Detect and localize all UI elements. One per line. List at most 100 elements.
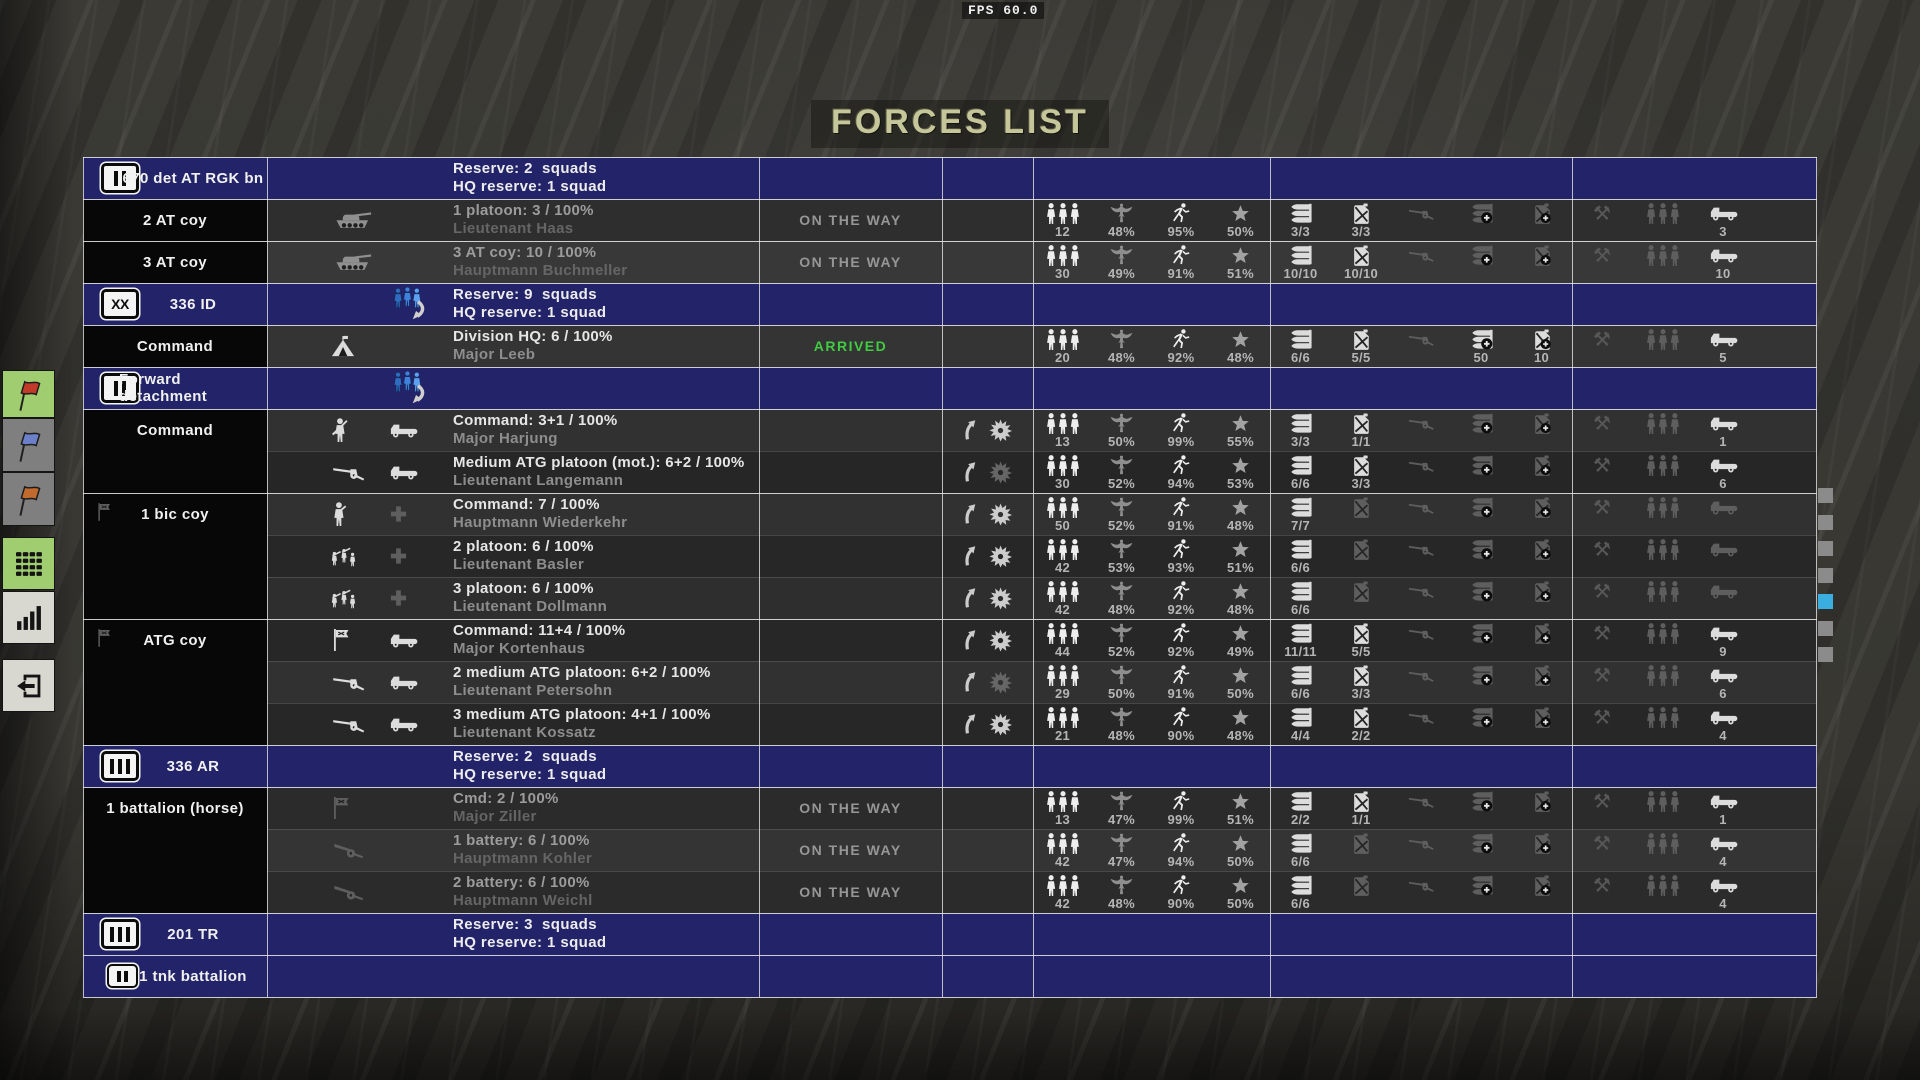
stat-crew [1632,577,1693,619]
stat-tools: ⚒ [1572,241,1632,283]
run-icon [1172,455,1191,476]
order-move-icon [963,713,979,735]
unit-row-major-harjung[interactable]: Command: 3+1 / 100% Major Harjung 13 50% 99%… [83,409,1817,451]
stat-ammo-value: 6/6 [1291,560,1310,575]
scroll-square[interactable] [1818,620,1833,636]
scroll-square[interactable] [1818,514,1833,530]
stat-run: 92% [1151,619,1211,661]
stat-star: 50% [1211,871,1270,913]
scroll-square[interactable] [1818,488,1833,503]
stat-star: 51% [1211,241,1270,283]
unit-name-label: 1 battalion (horse) [106,799,244,817]
stat-truck-value: 5 [1719,350,1727,365]
fuel-icon [1352,791,1370,812]
stat-run-value: 92% [1167,644,1195,659]
stat-fuelplus: 10 [1511,325,1572,367]
exit-button[interactable] [2,659,55,712]
stat-star-value: 50% [1227,686,1254,701]
hq-row-forward-detachment[interactable]: Forward detachment [83,367,1817,409]
run-icon [1172,539,1191,560]
crew-icon [1646,833,1680,854]
scroll-square[interactable] [1818,567,1833,583]
fuelplus-icon [1533,329,1551,350]
unit-row-major-ziller[interactable]: Cmd: 2 / 100% Major Ziller ON THE WAY 13 47%… [83,787,1817,829]
unit-row-lieutenant-dollmann[interactable]: 3 platoon: 6 / 100% Lieutenant Dollmann 42… [83,577,1817,619]
crew-icon [1646,455,1680,476]
stat-tools: ⚒ [1572,493,1632,535]
ammoplus-icon [1470,539,1493,560]
unit-name-cell-2-at-coy[interactable]: 2 AT coy [83,199,267,241]
unit-name-cell-1-battalion-horse[interactable]: 1 battalion (horse) [83,787,267,913]
unit-name-cell-3-at-coy[interactable]: 3 AT coy [83,241,267,283]
stat-star-value: 48% [1227,518,1254,533]
hq-row-1-tnk-battalion[interactable]: 1 tnk battalion [83,955,1817,997]
orange-flag-button[interactable] [2,472,55,526]
stat-fuel-value: 3/3 [1351,686,1371,701]
stat-fuelplus [1511,493,1572,535]
statistics-button[interactable] [2,591,55,644]
plus-icon [389,589,408,608]
hq-row-670-det-at-rgk-bn[interactable]: 670 det AT RGK bn Reserve: 2 squads HQ res… [83,157,1817,199]
stat-ammo-value: 6/6 [1291,896,1310,911]
unit-row-hauptmann-weichl[interactable]: 2 battery: 6 / 100% Hauptmann Weichl ON TH… [83,871,1817,913]
stat-tools: ⚒ [1572,325,1632,367]
hq-row-336-ar[interactable]: 336 AR Reserve: 2 squads HQ reserve: 1 squ… [83,745,1817,787]
run-icon [1172,581,1191,602]
eagle-icon [1109,203,1134,223]
unit-row-hauptmann-buchmeller[interactable]: 3 AT coy: 10 / 100% Hauptmann Buchmeller O… [83,241,1817,283]
unit-commander: Lieutenant Haas [453,220,574,237]
stat-run: 92% [1151,325,1211,367]
forces-list-button[interactable] [2,537,55,590]
stat-fuelplus [1511,703,1572,745]
scroll-square[interactable] [1818,541,1833,556]
blue-flag-button[interactable] [2,418,55,472]
gun-icon [1408,667,1435,683]
stat-fuelplus [1511,577,1572,619]
scroll-square-selected[interactable] [1818,594,1833,609]
order-attack-icon [989,419,1012,442]
stat-crew [1632,871,1693,913]
unit-row-lieutenant-petersohn[interactable]: 2 medium ATG platoon: 6+2 / 100% Lieutena… [83,661,1817,703]
stat-fuelplus [1511,787,1572,829]
hq-row-201-tr[interactable]: 201 TR Reserve: 3 squads HQ reserve: 1 squ… [83,913,1817,955]
unit-row-hauptmann-kohler[interactable]: 1 battery: 6 / 100% Hauptmann Kohler ON TH… [83,829,1817,871]
eagle-icon [1109,875,1134,895]
red-flag-button[interactable] [2,370,55,418]
unit-row-lieutenant-haas[interactable]: 1 platoon: 3 / 100% Lieutenant Haas ON THE… [83,199,1817,241]
unit-row-hauptmann-wiederkehr[interactable]: Command: 7 / 100% Hauptmann Wiederkehr 50 5… [83,493,1817,535]
reserve-line: Reserve: 2 squads [453,160,597,177]
unit-name-label: ATG coy [143,631,207,649]
order-attack-icon [989,587,1012,610]
unit-name-cell-1-bic-coy[interactable]: 1 bic coy [83,493,267,619]
unit-row-major-kortenhaus[interactable]: Command: 11+4 / 100% Major Kortenhaus 44 52… [83,619,1817,661]
unit-details-cell: 1 battery: 6 / 100% Hauptmann Kohler [267,829,759,871]
hq-row-336-id[interactable]: XX 336 ID Reserve: 9 squads HQ reserve: 1 s… [83,283,1817,325]
scroll-square[interactable] [1818,647,1833,662]
unit-row-major-leeb[interactable]: Division HQ: 6 / 100% Major Leeb ARRIVED 20… [83,325,1817,367]
stat-ammoplus [1451,703,1511,745]
table-bottom-edge [83,997,1817,998]
crew-icon [1646,539,1680,560]
stat-ammoplus [1451,241,1511,283]
stat-men-value: 29 [1054,686,1071,701]
unit-row-lieutenant-langemann[interactable]: Medium ATG platoon (mot.): 6+2 / 100% Lie… [83,451,1817,493]
unit-commander: Lieutenant Dollmann [453,598,608,615]
stat-star-value: 55% [1227,434,1254,449]
fuel-icon [1352,497,1370,518]
unit-row-lieutenant-kossatz[interactable]: 3 medium ATG platoon: 4+1 / 100% Lieutena… [83,703,1817,745]
stat-truck: 6 [1693,661,1753,703]
unit-commander: Hauptmann Wiederkehr [453,514,628,531]
plus-icon [389,547,408,566]
stat-truck: 4 [1693,871,1753,913]
unit-name-cell-command[interactable]: Command [83,409,267,493]
repair-tools-icon: ⚒ [1593,201,1611,225]
unit-name-cell-command[interactable]: Command [83,325,267,367]
unit-name-label: Command [136,421,214,439]
unit-row-lieutenant-basler[interactable]: 2 platoon: 6 / 100% Lieutenant Basler 42 53… [83,535,1817,577]
stat-truck-value: 4 [1719,896,1727,911]
hq-row-name: 670 det AT RGK bn [122,169,264,187]
column-divider [83,157,84,997]
unit-name-cell-atg-coy[interactable]: ATG coy [83,619,267,745]
stat-run: 90% [1151,871,1211,913]
fuelplus-icon [1533,539,1551,560]
